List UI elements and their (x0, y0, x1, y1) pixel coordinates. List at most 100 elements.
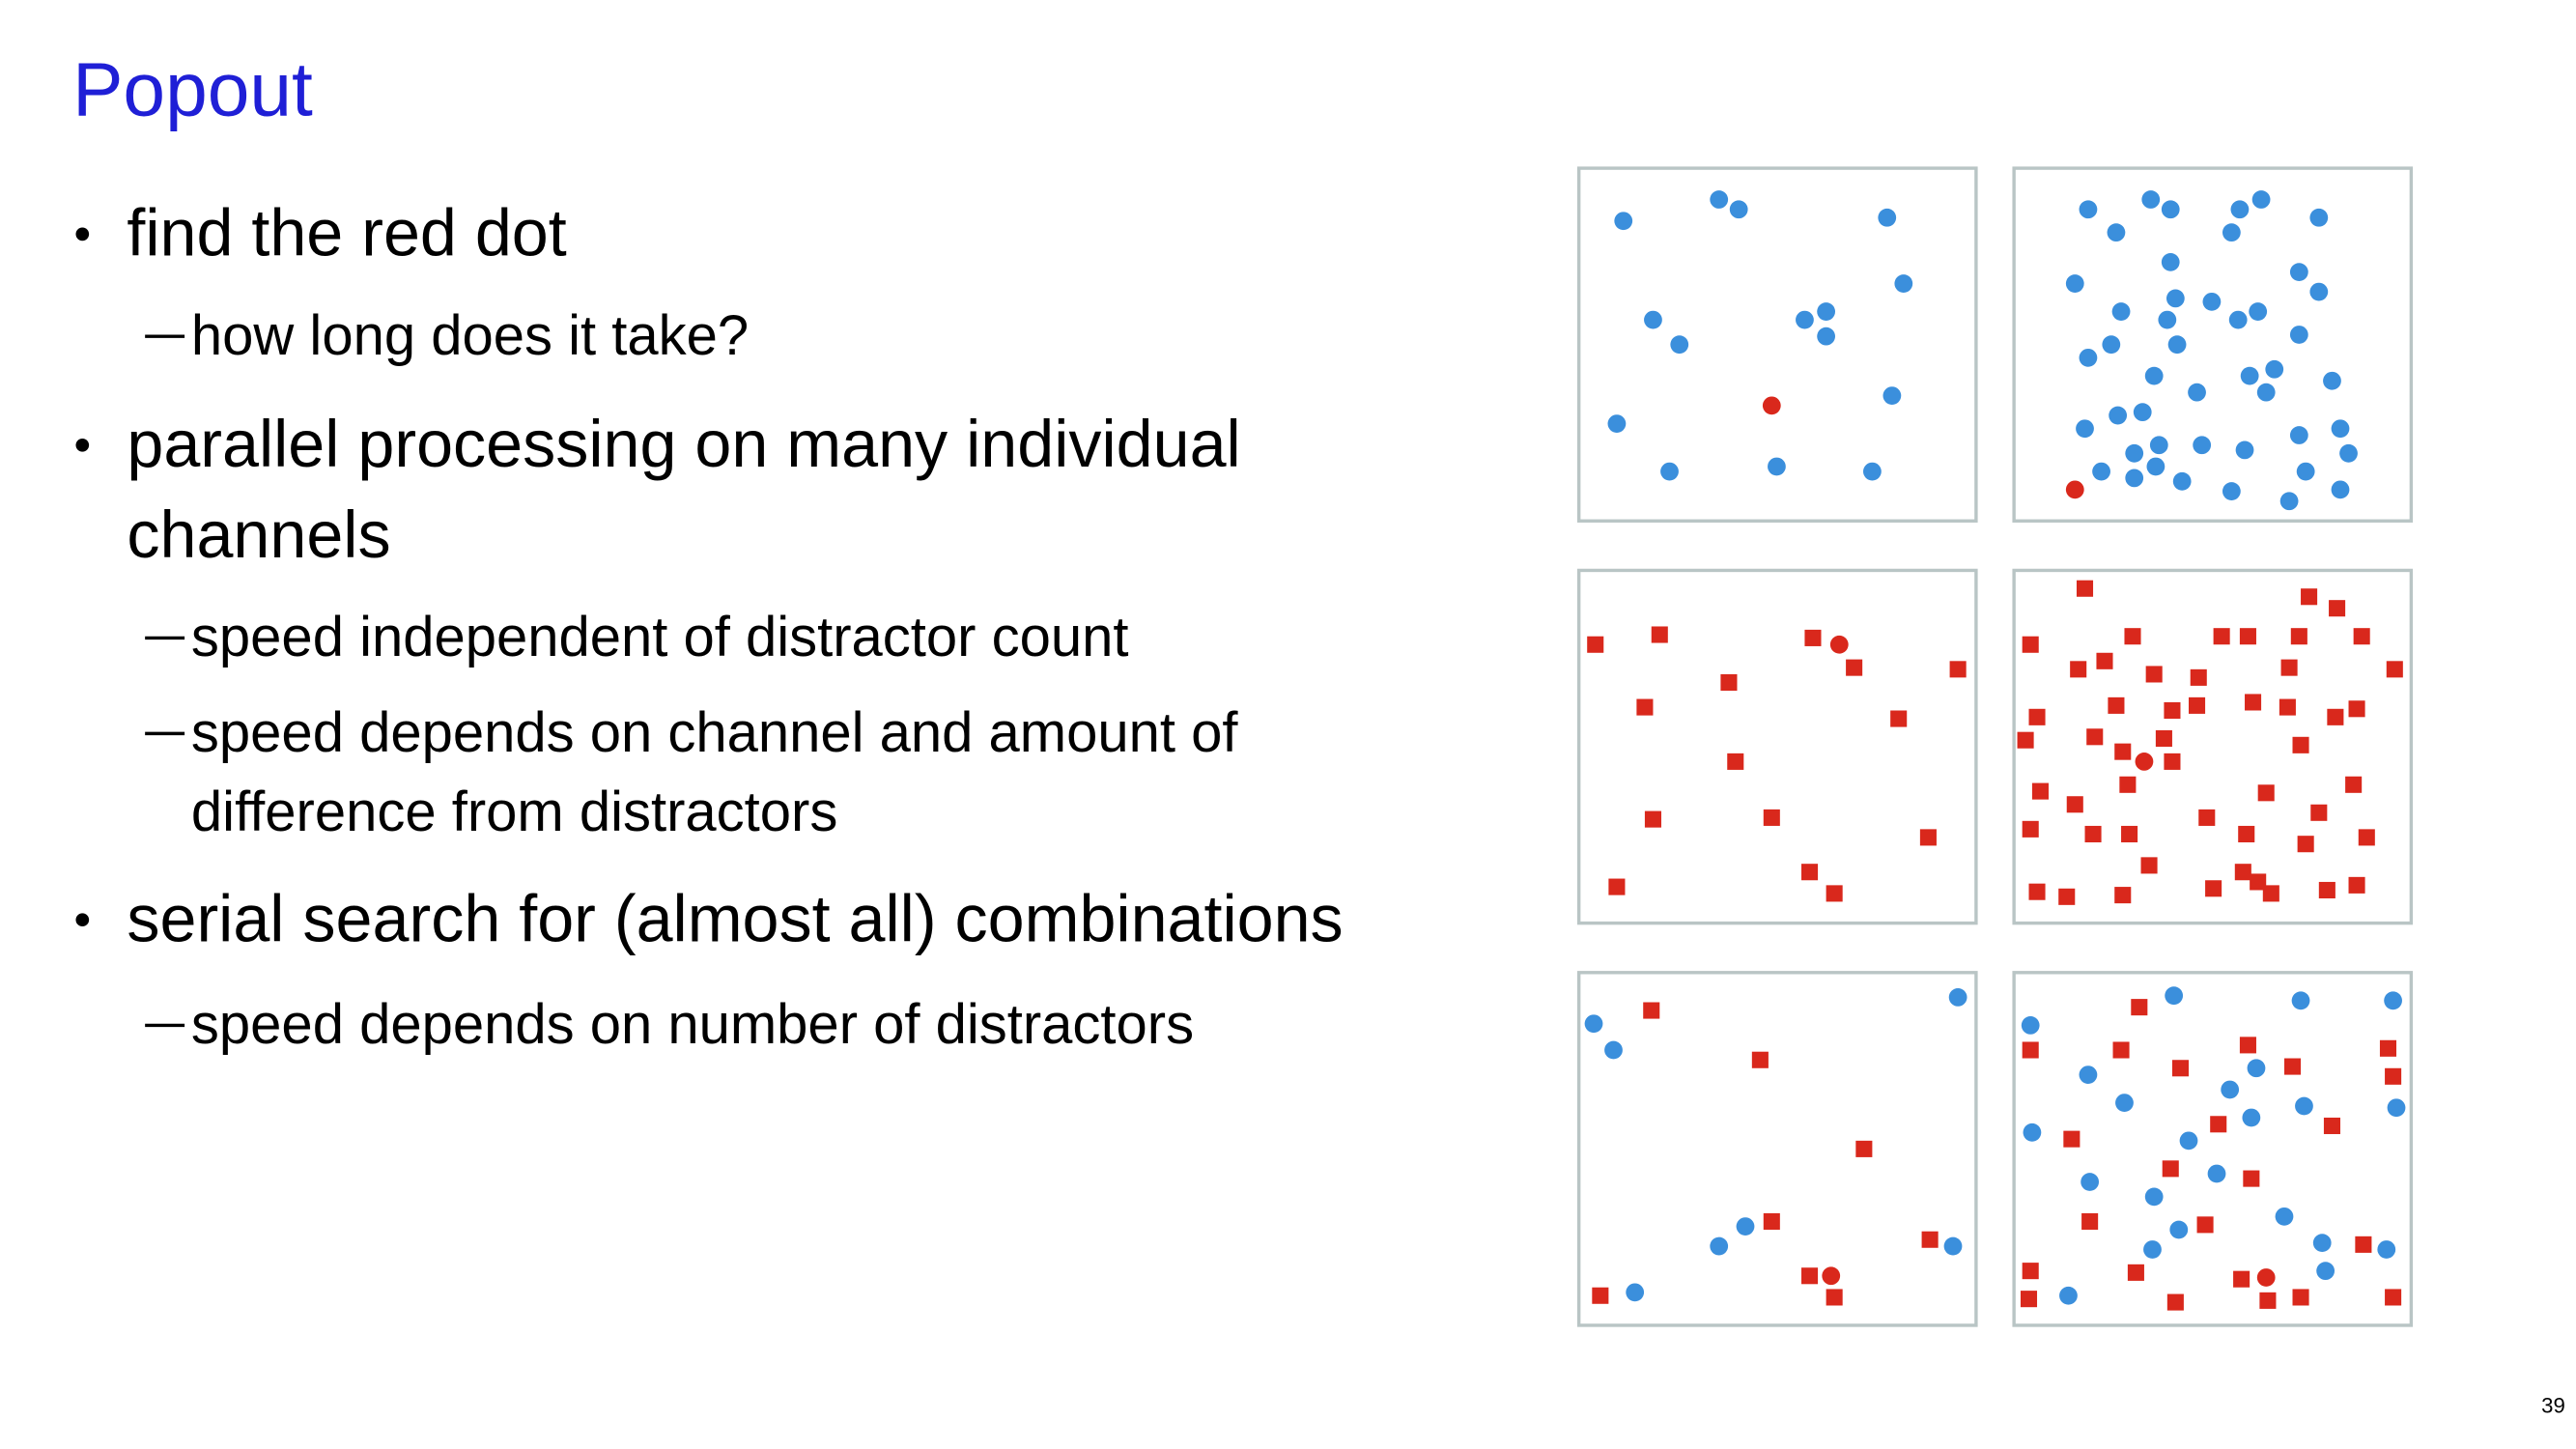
dot (2289, 263, 2308, 281)
dot (1660, 462, 1679, 481)
square (2280, 659, 2298, 676)
dot (1670, 335, 1689, 355)
square (1751, 1051, 1769, 1068)
square (2290, 628, 2307, 645)
square (2379, 1039, 2397, 1057)
dot (2265, 359, 2284, 379)
square (2348, 876, 2365, 894)
square (1919, 829, 1937, 846)
square (2108, 696, 2125, 714)
dot (2291, 991, 2310, 1010)
square (2210, 1116, 2227, 1133)
square (2028, 708, 2046, 725)
sub-bullet-text: speed depends on number of distractors (191, 993, 1194, 1056)
dot (2242, 1108, 2261, 1127)
bullet-marker (75, 438, 90, 452)
square (2017, 731, 2034, 749)
panel-frame (2012, 971, 2414, 1327)
square (2297, 836, 2314, 853)
dot (2221, 1080, 2240, 1099)
square (1644, 810, 1661, 828)
square (2121, 825, 2138, 843)
dot (2143, 1240, 2162, 1259)
dot (2222, 482, 2241, 500)
square (2310, 804, 2328, 821)
square (2283, 1058, 2302, 1075)
square (2022, 820, 2039, 838)
bullet-text: find the red dot (127, 197, 566, 270)
square (2076, 580, 2094, 597)
dot (2065, 274, 2084, 293)
dot (1768, 457, 1786, 476)
dot (1817, 302, 1836, 321)
square (1949, 661, 1967, 678)
dot (1736, 1217, 1755, 1236)
square (2257, 784, 2275, 802)
square (2358, 829, 2375, 846)
dot (1894, 274, 1913, 293)
dot (2179, 1131, 2198, 1151)
panel-frame (2012, 166, 2414, 523)
dot (2079, 348, 2098, 367)
square (2114, 743, 2132, 760)
dot (2275, 1207, 2294, 1226)
dot (2167, 335, 2187, 355)
bullet-marker (75, 227, 90, 242)
dot (2081, 1173, 2100, 1191)
square (2171, 1060, 2190, 1077)
panel-frame (2012, 568, 2414, 925)
square (1763, 1212, 1780, 1230)
square (2213, 628, 2230, 645)
square (2243, 1170, 2260, 1187)
dot (1829, 635, 1849, 654)
dot (2135, 753, 2154, 771)
dot (2279, 492, 2299, 511)
square (1763, 809, 1780, 826)
square (2348, 700, 2365, 718)
square (2250, 873, 2267, 891)
square (2086, 728, 2104, 746)
dot (2065, 480, 2084, 499)
square (1592, 1287, 1609, 1304)
sub-bullet-text: speed depends on channel and amount of (191, 701, 1238, 764)
sub-bullet-text: difference from distractors (191, 781, 837, 843)
dot (1710, 1236, 1729, 1256)
square (2190, 668, 2207, 686)
dot (1607, 414, 1627, 433)
dot (2296, 462, 2315, 481)
dot (2059, 1286, 2078, 1305)
square (2066, 796, 2083, 813)
square (2259, 1292, 2277, 1309)
dot (2230, 200, 2250, 219)
square (2239, 1037, 2256, 1054)
square (1890, 710, 1908, 727)
square (2058, 888, 2076, 905)
square (2140, 857, 2158, 874)
dot (2323, 371, 2341, 390)
dot (2207, 1164, 2226, 1183)
dot (2144, 366, 2164, 385)
dot (2256, 383, 2276, 402)
dot (1822, 1266, 1841, 1286)
square (1587, 636, 1604, 653)
square (2262, 885, 2279, 902)
square (2119, 776, 2137, 793)
square (2164, 701, 2181, 720)
square (2318, 881, 2335, 899)
dot (1882, 386, 1902, 405)
square (2031, 782, 2049, 800)
dot (2021, 1016, 2040, 1035)
square (1921, 1231, 1939, 1248)
dot (2193, 436, 2212, 455)
dot (1729, 200, 1748, 219)
dot (2309, 208, 2329, 227)
dot (2079, 1065, 2098, 1084)
dot (2309, 282, 2329, 301)
dot (2295, 1096, 2313, 1116)
page-number: 39 (2541, 1393, 2565, 1417)
square (2022, 636, 2039, 653)
square (1608, 878, 1626, 895)
square (2112, 1041, 2130, 1059)
dot (2339, 443, 2358, 463)
sub-bullet-text: how long does it take? (191, 304, 749, 367)
